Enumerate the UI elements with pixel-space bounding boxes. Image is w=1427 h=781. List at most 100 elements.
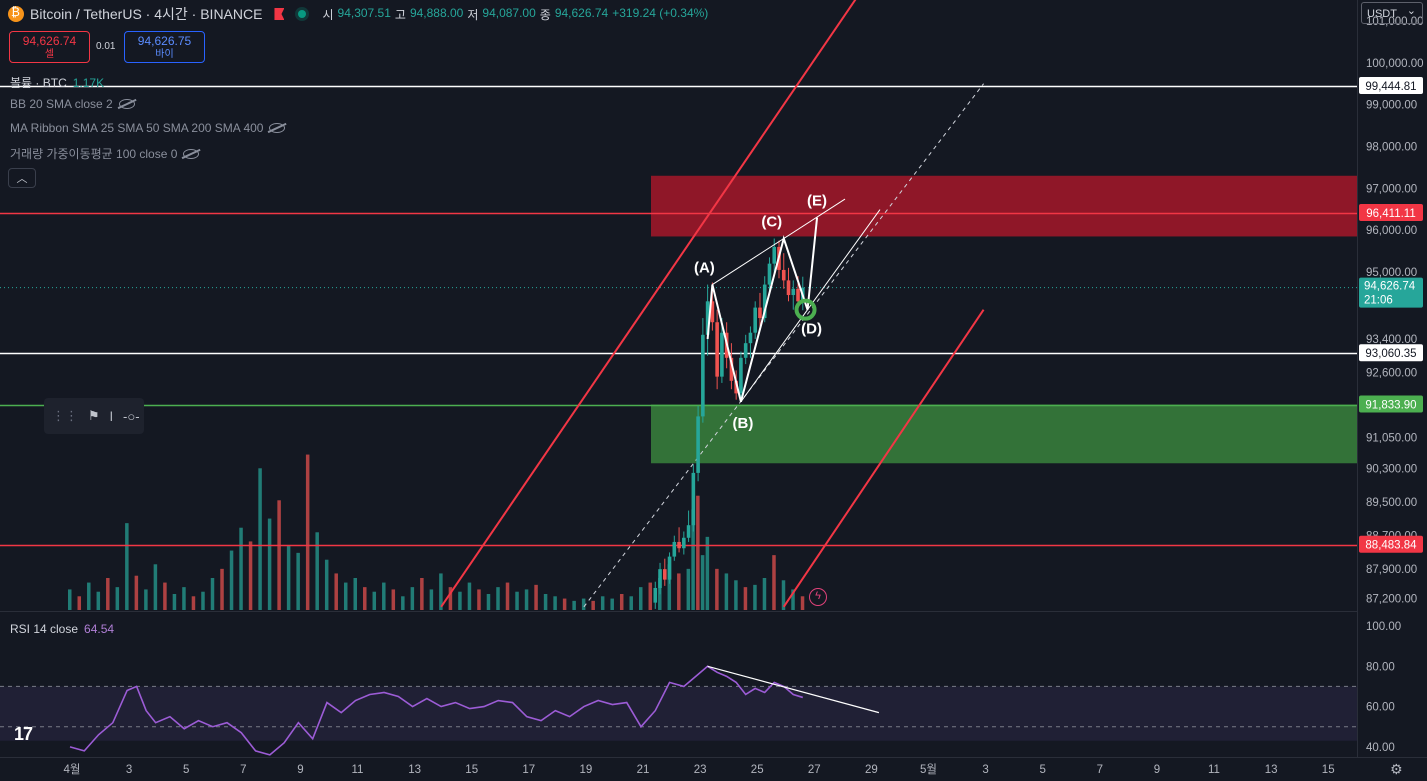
rsi-value: 64.54	[84, 622, 115, 636]
time-tick-label: 7	[1097, 764, 1103, 776]
rsi-label: RSI 14 close	[10, 622, 79, 636]
candle-body	[691, 472, 696, 526]
volume-bar	[410, 587, 415, 610]
channel-middle-dashed-line	[583, 83, 984, 608]
spread-value: 0.01	[96, 41, 116, 52]
candle-body	[781, 269, 786, 281]
volume-bar	[153, 564, 158, 610]
volume-indicator[interactable]: 볼륨 · BTC 1.17K	[10, 74, 104, 91]
current-price-label: 94,626.74	[1364, 281, 1416, 293]
candle-body	[658, 569, 662, 588]
volume-bar	[610, 598, 614, 610]
vol-ma-label: 거래량 가중이동평균 100 close 0	[10, 147, 178, 161]
volume-bar	[334, 573, 338, 610]
candle-body	[672, 541, 677, 557]
volume-bar	[496, 587, 500, 610]
low-value: 94,087.00	[482, 5, 536, 20]
time-tick-label: 5	[183, 764, 189, 776]
volume-bar	[705, 536, 710, 610]
hidden-eye-icon[interactable]	[118, 99, 135, 109]
volume-bar	[220, 568, 224, 610]
sell-button[interactable]: 94,626.74 셀	[9, 31, 90, 63]
volume-bar	[248, 541, 253, 610]
volume-bar	[696, 495, 700, 610]
volume-bar	[762, 578, 767, 610]
volume-bar	[700, 555, 705, 610]
volume-bar	[363, 587, 367, 610]
volume-bar	[286, 546, 291, 610]
volume-bar	[524, 589, 529, 610]
volume-bar	[391, 589, 396, 610]
level-price-label: 93,060.35	[1365, 348, 1416, 360]
time-tick-label: 11	[352, 764, 364, 776]
pin-tool-icon[interactable]: ǀ	[109, 408, 114, 424]
flag-tool-icon[interactable]: ⚑	[88, 408, 100, 423]
open-value: 94,307.51	[337, 5, 391, 20]
lightning-icon[interactable]: ϟ	[809, 588, 827, 606]
sell-label: 셀	[44, 49, 55, 60]
candle-body	[748, 332, 753, 344]
bb-indicator[interactable]: BB 20 SMA close 2	[10, 97, 135, 111]
volume-bar	[382, 582, 386, 610]
buy-button[interactable]: 94,626.75 바이	[124, 31, 205, 63]
level-price-label: 88,483.84	[1365, 540, 1417, 552]
candle-body	[791, 288, 796, 296]
channel-lower-line	[782, 309, 985, 608]
level-price-label: 99,444.81	[1365, 81, 1416, 93]
level-price-label: 91,833.90	[1365, 400, 1416, 412]
collapse-indicators-button[interactable]: ︿	[8, 168, 36, 188]
drawing-toolbar[interactable]: ⋮⋮ ⚑ ǀ -○-	[44, 398, 144, 434]
volume-bar	[420, 578, 424, 610]
volume-bar	[96, 591, 101, 610]
buy-label: 바이	[155, 49, 174, 60]
line-tool-icon[interactable]: -○-	[123, 408, 140, 424]
demand-zone	[651, 404, 1357, 464]
candle-body	[715, 322, 719, 377]
volume-bar	[477, 589, 481, 610]
volume-bar	[429, 589, 434, 610]
candle-body	[786, 280, 791, 296]
close-value: 94,626.74	[554, 5, 609, 20]
volume-bar	[591, 600, 595, 610]
volume-bar	[296, 552, 300, 610]
rsi-legend[interactable]: RSI 14 close 64.54	[10, 622, 114, 636]
volume-bar	[305, 454, 310, 610]
time-tick-label: 3	[126, 764, 132, 776]
candle-body	[701, 334, 705, 417]
open-label: 시	[322, 7, 334, 22]
change-value: +319.24 (+0.34%)	[612, 5, 709, 20]
symbol-title[interactable]: Bitcoin / TetherUS · 4시간 · BINANCE	[30, 6, 263, 22]
volume-bar	[163, 582, 167, 610]
time-tick-label: 29	[865, 764, 878, 776]
ma-ribbon-indicator[interactable]: MA Ribbon SMA 25 SMA 50 SMA 200 SMA 400	[10, 121, 286, 135]
volume-bar	[229, 550, 234, 610]
hidden-eye-icon[interactable]	[183, 148, 200, 159]
candle-body	[705, 301, 710, 335]
volume-bar	[106, 578, 110, 610]
supply-zone	[651, 175, 1357, 237]
rsi-line	[69, 665, 804, 756]
volume-bar	[134, 575, 139, 610]
volume-bar	[343, 582, 348, 610]
volume-bar	[772, 555, 776, 610]
time-tick-label: 5월	[920, 763, 937, 776]
price-tick-label: 87,200.00	[1366, 593, 1417, 605]
currency-select[interactable]: USDT	[1361, 0, 1423, 24]
volume-bar	[753, 584, 757, 610]
triangle-upper-line	[712, 198, 846, 285]
time-tick-label: 13	[1265, 764, 1278, 776]
flag-icon[interactable]	[274, 8, 285, 20]
candle-body	[796, 288, 800, 302]
drag-handle-icon[interactable]: ⋮⋮	[52, 408, 78, 423]
price-tick-label: 90,300.00	[1366, 464, 1417, 476]
time-tick-label: 27	[808, 764, 821, 776]
price-tick-label: 93,400.00	[1366, 334, 1417, 346]
tradingview-logo: 17	[14, 724, 33, 744]
price-tick-label: 97,000.00	[1366, 183, 1417, 195]
hidden-eye-icon[interactable]	[269, 123, 286, 133]
time-tick-label: 9	[297, 764, 303, 776]
vol-ma-indicator[interactable]: 거래량 가중이동평균 100 close 0	[10, 145, 200, 162]
gear-icon[interactable]: ⚙	[1390, 761, 1403, 777]
triangle-lower-line	[740, 209, 881, 403]
